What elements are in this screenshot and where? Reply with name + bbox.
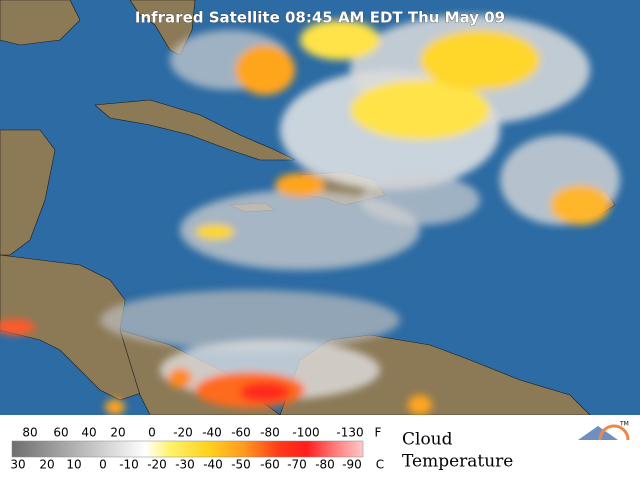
celsius-label: 0: [99, 458, 107, 472]
celsius-label: -60: [260, 458, 280, 472]
clouds: [0, 15, 620, 415]
legend-caption: Temperature: [402, 452, 513, 472]
fahrenheit-label: -100: [292, 426, 319, 440]
celsius-unit: C: [376, 458, 384, 472]
celsius-label: -30: [175, 458, 195, 472]
celsius-label: 20: [39, 458, 54, 472]
legend-caption: Cloud: [402, 430, 453, 450]
logo-text: TM: [619, 421, 629, 428]
fahrenheit-label: -60: [231, 426, 251, 440]
fahrenheit-label: 20: [110, 426, 125, 440]
fahrenheit-label: 40: [81, 426, 96, 440]
celsius-label: -50: [231, 458, 251, 472]
fahrenheit-label: 80: [22, 426, 37, 440]
map-title: Infrared Satellite 08:45 AM EDT Thu May …: [135, 9, 505, 27]
fahrenheit-label: -80: [260, 426, 280, 440]
celsius-label: 30: [10, 458, 25, 472]
fahrenheit-label: -130: [336, 426, 363, 440]
celsius-label: -40: [203, 458, 223, 472]
celsius-label: -20: [147, 458, 167, 472]
legend: Cloud Temperature TM: [0, 415, 640, 480]
fahrenheit-label: 0: [148, 426, 156, 440]
logo: TM: [578, 421, 630, 441]
color-bar: [11, 440, 364, 458]
celsius-label: 10: [66, 458, 81, 472]
celsius-label: -10: [119, 458, 139, 472]
celsius-label: -70: [287, 458, 307, 472]
fahrenheit-label: -20: [173, 426, 193, 440]
fahrenheit-label: 60: [53, 426, 68, 440]
fahrenheit-label: -40: [202, 426, 222, 440]
celsius-label: -90: [342, 458, 362, 472]
fahrenheit-unit: F: [375, 426, 382, 440]
map-area: Infrared Satellite 08:45 AM EDT Thu May …: [0, 0, 640, 416]
celsius-label: -80: [315, 458, 335, 472]
